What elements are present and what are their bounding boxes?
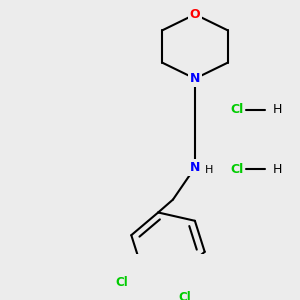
Text: Cl: Cl	[179, 291, 191, 300]
Text: H: H	[205, 165, 213, 175]
Text: O: O	[190, 8, 200, 21]
Text: H: H	[273, 103, 282, 116]
Text: H: H	[273, 163, 282, 176]
Text: N: N	[190, 72, 200, 85]
Text: Cl: Cl	[115, 277, 128, 290]
Text: N: N	[190, 161, 200, 174]
Text: Cl: Cl	[230, 163, 243, 176]
Text: Cl: Cl	[230, 103, 243, 116]
